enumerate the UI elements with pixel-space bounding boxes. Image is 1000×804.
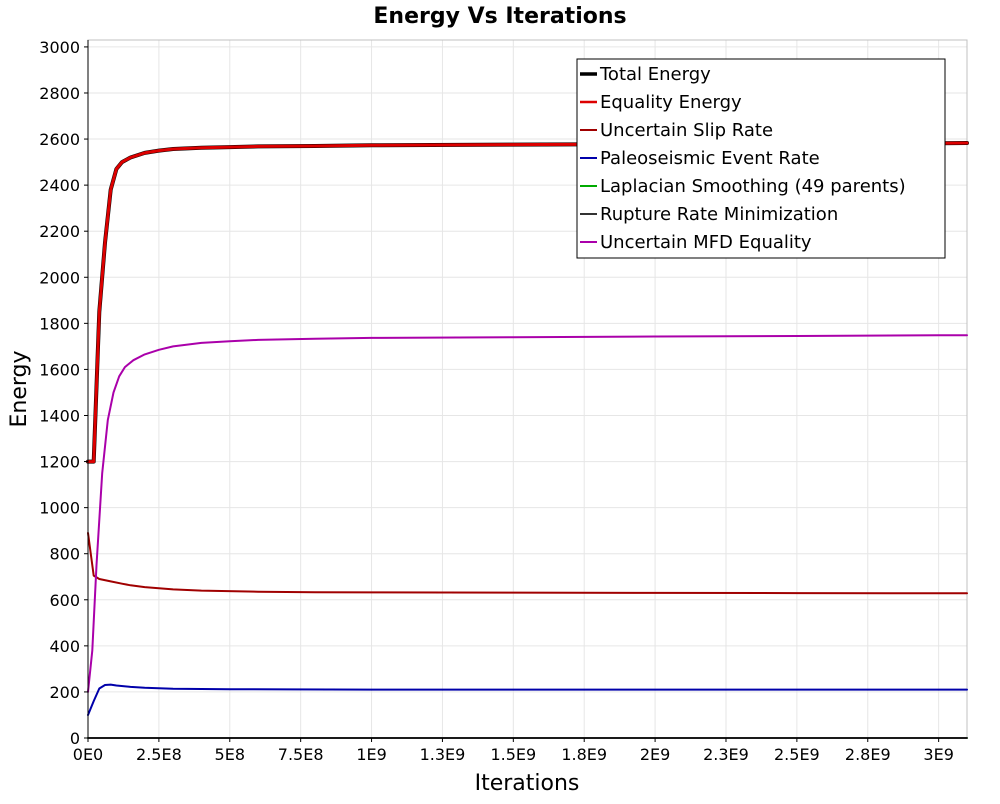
y-tick-label: 3000 <box>39 38 80 57</box>
y-axis-label: Energy <box>7 350 32 427</box>
series-line-uncertain-slip-rate <box>87 532 968 595</box>
legend: Total Energy Equality Energy Uncertain Sli… <box>576 58 946 259</box>
series-line-paleoseismic-event-rate <box>87 683 968 716</box>
legend-box <box>576 58 946 259</box>
x-tick-label: 2.8E9 <box>845 745 891 764</box>
y-tick-label: 1400 <box>39 406 80 425</box>
legend-label-laplacian-smoothing-49-parents: Laplacian Smoothing (49 parents) <box>600 176 906 197</box>
y-tick-label: 2800 <box>39 84 80 103</box>
x-tick-label: 2.3E9 <box>703 745 749 764</box>
legend-label-total-energy: Total Energy <box>599 64 711 85</box>
x-tick-label: 2E9 <box>640 745 670 764</box>
y-axis-ticks: 0 200 400 600 800 1000 1200 1400 1600 1800 2000 220… <box>39 38 88 748</box>
chart-title: Energy Vs Iterations <box>373 4 626 29</box>
x-tick-label: 1.5E9 <box>490 745 536 764</box>
legend-label-uncertain-slip-rate: Uncertain Slip Rate <box>600 120 773 141</box>
legend-label-paleoseismic-event-rate: Paleoseismic Event Rate <box>600 148 820 169</box>
series-line-uncertain-mfd-equality <box>87 334 968 693</box>
x-tick-label: 1.8E9 <box>561 745 607 764</box>
y-tick-label: 2400 <box>39 176 80 195</box>
y-tick-label: 200 <box>49 683 80 702</box>
x-axis-label: Iterations <box>475 771 580 796</box>
x-tick-label: 3E9 <box>923 745 953 764</box>
x-tick-label: 1.3E9 <box>420 745 466 764</box>
legend-label-uncertain-mfd-equality: Uncertain MFD Equality <box>600 232 812 253</box>
legend-label-rupture-rate-minimization: Rupture Rate Minimization <box>600 204 838 225</box>
y-tick-label: 2600 <box>39 130 80 149</box>
x-tick-label: 7.5E8 <box>278 745 324 764</box>
x-axis-ticks: 0E0 2.5E8 5E8 7.5E8 1E9 1.3E9 1.5E9 1.8E9 2E9 2.3… <box>73 738 954 764</box>
x-tick-label: 1E9 <box>356 745 386 764</box>
x-tick-label: 5E8 <box>215 745 245 764</box>
y-tick-label: 0 <box>70 729 80 748</box>
x-tick-label: 2.5E9 <box>774 745 820 764</box>
y-tick-label: 400 <box>49 637 80 656</box>
x-tick-label: 2.5E8 <box>136 745 182 764</box>
y-tick-label: 1800 <box>39 314 80 333</box>
y-tick-label: 800 <box>49 545 80 564</box>
x-tick-label: 0E0 <box>73 745 103 764</box>
y-tick-label: 1000 <box>39 499 80 518</box>
y-tick-label: 600 <box>49 591 80 610</box>
y-tick-label: 1600 <box>39 360 80 379</box>
y-tick-label: 2000 <box>39 268 80 287</box>
legend-label-equality-energy: Equality Energy <box>600 92 742 113</box>
y-tick-label: 1200 <box>39 453 80 472</box>
y-tick-label: 2200 <box>39 222 80 241</box>
